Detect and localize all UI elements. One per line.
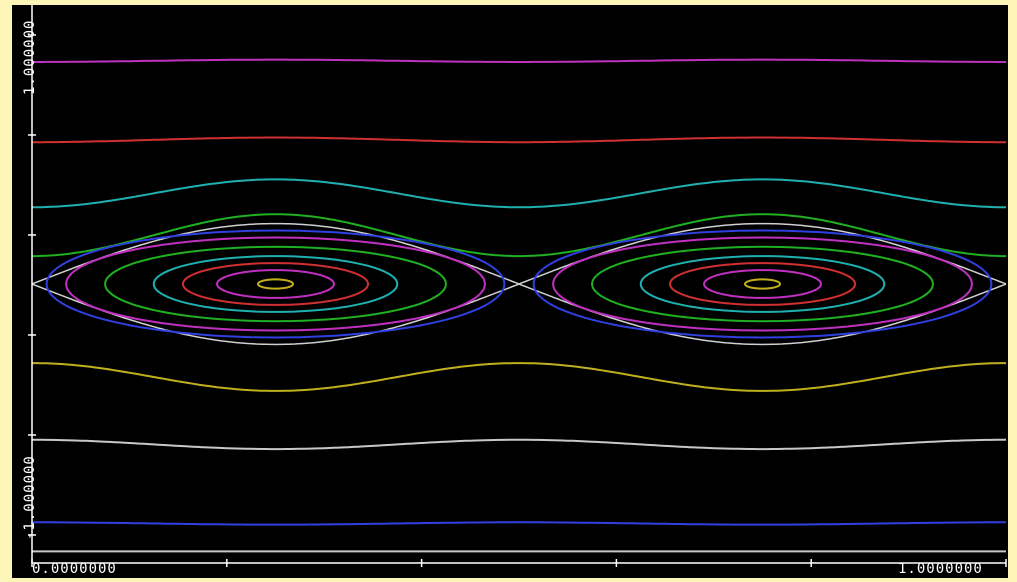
curves-group — [31, 58, 1007, 553]
island-1-orbit-5 — [181, 262, 370, 306]
x-tick-label-right: 1.0000000 — [898, 561, 983, 577]
island-1-orbit-7 — [257, 278, 294, 290]
island-2-orbit-6 — [703, 269, 822, 299]
orbit-line-3 — [31, 178, 1007, 209]
plot-frame: 0.0000000 1.0000000 1.000000 -1.000000 — [12, 5, 1008, 578]
island-1-orbit-1 — [45, 229, 506, 339]
orbit-line-4 — [32, 213, 1006, 258]
separatrix-lower — [31, 283, 1007, 346]
island-1-orbit-2 — [65, 236, 486, 332]
phase-portrait-plot: 0.0000000 1.0000000 1.000000 -1.000000 — [22, 5, 1007, 577]
island-1-orbit-3 — [104, 245, 447, 323]
island-1-orbit-4 — [152, 255, 399, 313]
island-2-orbit-4 — [639, 255, 886, 313]
axes-group — [28, 5, 1007, 567]
orbit-line-5 — [32, 362, 1006, 392]
island-2-orbit-1 — [532, 229, 993, 339]
x-tick-label-left: 0.0000000 — [32, 561, 117, 577]
orbit-line-6 — [32, 438, 1006, 451]
island-2-orbit-7 — [744, 278, 781, 290]
orbit-line-2 — [32, 136, 1006, 144]
island-2-orbit-5 — [668, 262, 857, 306]
y-tick-label-top: 1.000000 — [22, 20, 38, 95]
orbit-line-7 — [32, 521, 1006, 526]
y-tick-label-bottom: -1.000000 — [22, 455, 38, 540]
orbit-line-1 — [32, 58, 1006, 63]
island-1-orbit-6 — [216, 269, 335, 299]
island-2-orbit-2 — [552, 236, 973, 332]
island-2-orbit-3 — [590, 245, 935, 323]
